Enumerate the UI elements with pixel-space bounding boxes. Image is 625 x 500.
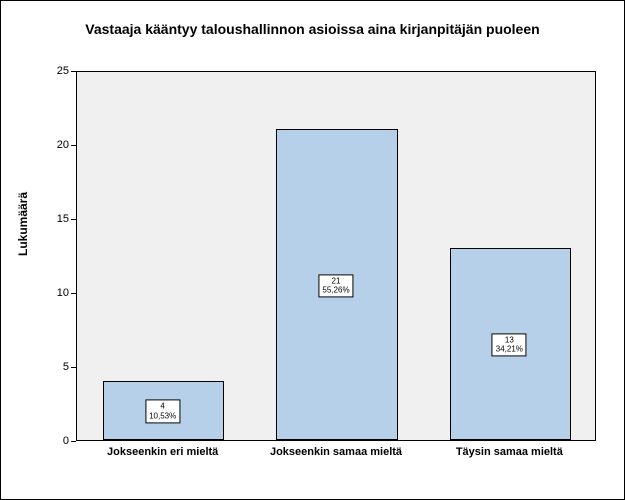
xtick-label: Jokseenkin eri mieltä xyxy=(107,446,218,458)
ytick-label: 0 xyxy=(63,435,69,447)
y-axis-label: Lukumäärä xyxy=(16,192,30,256)
ytick-mark xyxy=(71,219,76,220)
bar-value-label: 410,53% xyxy=(145,400,180,423)
ytick-label: 5 xyxy=(63,361,69,373)
ytick-mark xyxy=(71,367,76,368)
ytick-mark xyxy=(71,145,76,146)
ytick-label: 20 xyxy=(57,139,69,151)
bar-percent: 55,26% xyxy=(322,286,349,296)
bar-count: 13 xyxy=(496,335,523,345)
ytick-mark xyxy=(71,293,76,294)
ytick-label: 15 xyxy=(57,213,69,225)
chart-title: Vastaaja kääntyy taloushallinnon asioiss… xyxy=(1,1,624,47)
ytick-mark xyxy=(71,71,76,72)
xtick-label: Täysin samaa mieltä xyxy=(456,446,563,458)
bar-percent: 10,53% xyxy=(149,411,176,421)
ytick-mark xyxy=(71,441,76,442)
plot-area xyxy=(76,71,596,441)
bar-count: 4 xyxy=(149,402,176,412)
bar-percent: 34,21% xyxy=(496,345,523,355)
ytick-label: 10 xyxy=(57,287,69,299)
bar-value-label: 1334,21% xyxy=(492,333,527,356)
ytick-label: 25 xyxy=(57,65,69,77)
xtick-label: Jokseenkin samaa mieltä xyxy=(270,446,402,458)
bar-count: 21 xyxy=(322,276,349,286)
bar-value-label: 2155,26% xyxy=(318,274,353,297)
chart-container: Vastaaja kääntyy taloushallinnon asioiss… xyxy=(0,0,625,500)
